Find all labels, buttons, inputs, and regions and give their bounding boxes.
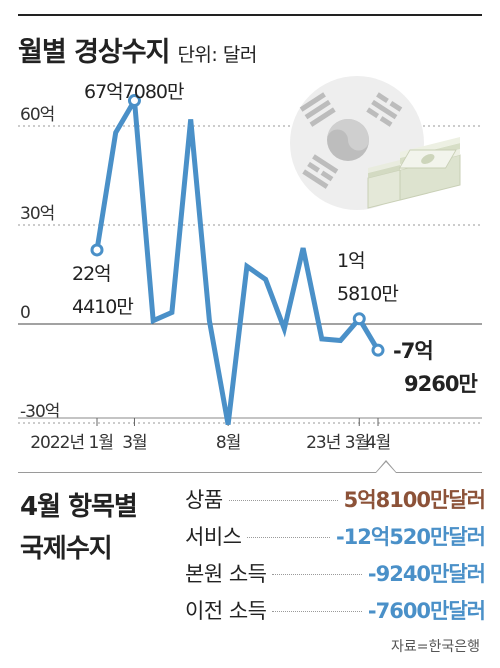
item-value: -9240만달러: [367, 561, 486, 586]
line-chart: 60억 30억 0 -30억: [18, 76, 482, 453]
data-label: 67억7080만: [84, 81, 184, 103]
breakdown-item-services: 서비스 -12억520만달러: [185, 517, 486, 554]
korean-flag-icon: [290, 76, 424, 210]
item-label: 본원 소득: [185, 561, 267, 586]
x-tick-label: 23년 3월: [306, 433, 369, 453]
annotated-point: [90, 243, 104, 257]
item-value: 5억8100만달러: [343, 487, 486, 512]
data-label: 4410만: [72, 296, 133, 318]
breakdown-item-secondary-income: 이전 소득 -7600만달러: [185, 591, 486, 628]
annotated-point: [371, 343, 385, 357]
source-credit: 자료=한국은행: [390, 639, 480, 655]
dotted-leader: [228, 500, 338, 501]
data-label: 22억: [72, 263, 111, 285]
breakdown-item-primary-income: 본원 소득 -9240만달러: [185, 554, 486, 591]
item-label: 이전 소득: [185, 598, 267, 623]
y-tick-label: -30억: [20, 402, 59, 422]
top-rule: [18, 14, 482, 16]
y-tick-label: 60억: [20, 105, 54, 125]
item-value: -12억520만달러: [335, 524, 486, 549]
dollar-bills-icon: [367, 137, 461, 209]
x-tick-label: 4월: [366, 433, 390, 453]
dotted-leader: [272, 611, 362, 612]
breakdown-title: 4월 항목별 국제수지: [20, 486, 138, 570]
data-label: 1억: [337, 250, 365, 272]
breakdown-list: 상품 5억8100만달러 서비스 -12억520만달러 본원 소득 -9240만…: [185, 480, 486, 628]
data-label: 9260만: [404, 372, 477, 396]
annotated-point: [127, 94, 141, 108]
unit-label: 단위: 달러: [177, 44, 257, 66]
breakdown-title-line-2: 국제수지: [20, 534, 113, 564]
y-tick-label: 0: [20, 303, 30, 323]
breakdown-item-goods: 상품 5억8100만달러: [185, 480, 486, 517]
series-line: [94, 92, 381, 426]
item-label: 서비스: [185, 524, 242, 549]
breakdown-title-line-1: 4월 항목별: [20, 492, 138, 522]
data-label: -7억: [393, 339, 433, 363]
x-tick-label: 8월: [216, 433, 240, 453]
item-label: 상품: [185, 487, 223, 512]
x-tick-label: 3월: [122, 433, 146, 453]
item-value: -7600만달러: [367, 598, 486, 623]
dotted-leader: [247, 537, 330, 538]
y-tick-label: 30억: [20, 204, 54, 224]
section-divider: [18, 472, 482, 473]
dotted-leader: [272, 574, 362, 575]
annotated-point: [352, 312, 366, 326]
x-tick-label: 2022년 1월: [30, 433, 113, 453]
data-label: 5810만: [337, 283, 398, 305]
chart-title: 월별 경상수지 단위: 달러: [18, 37, 257, 68]
